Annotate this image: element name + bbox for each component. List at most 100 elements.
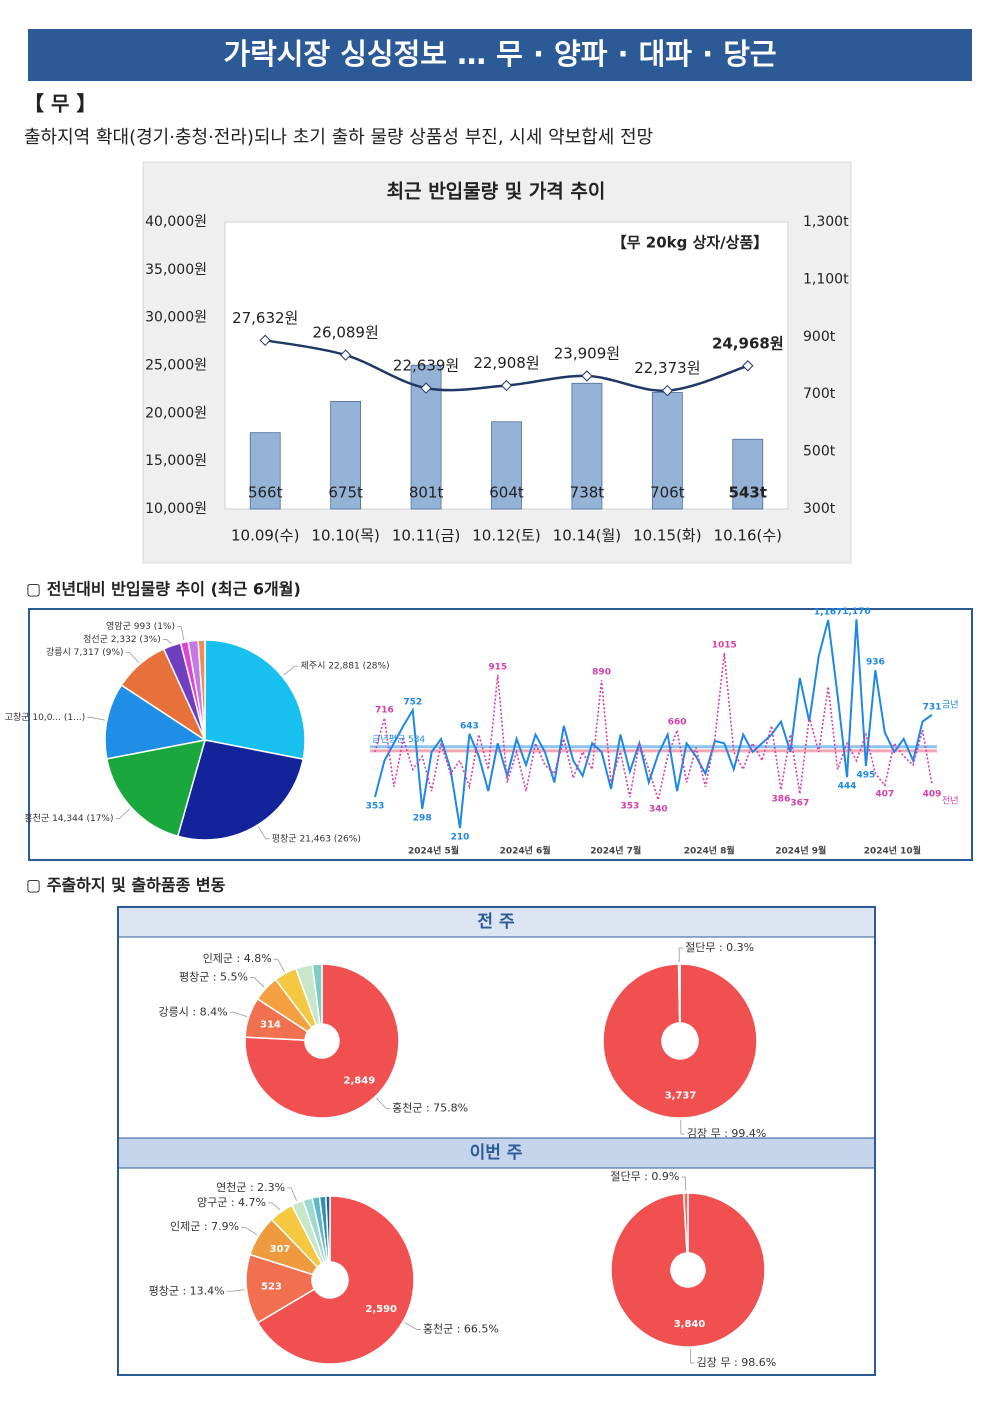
- point-label: 752: [403, 698, 422, 708]
- point-label: 386: [772, 794, 791, 804]
- bar: [571, 382, 603, 510]
- y2-tick-label: 700t: [803, 386, 836, 402]
- leader-line: [681, 1176, 687, 1192]
- slice-label: 평창군 : 5.5%: [179, 971, 248, 984]
- slice-value: 307: [270, 1244, 291, 1255]
- slice-label: 홍천군 14,344 (17%): [24, 812, 113, 824]
- section-title: 【 무 】: [24, 92, 96, 116]
- slice: [324, 1195, 331, 1263]
- x-tick-label: 10.15(화): [633, 527, 701, 545]
- slice: [682, 1192, 689, 1254]
- point-label: 1,170: [842, 607, 870, 617]
- point-label: 353: [620, 801, 639, 811]
- point-label: 936: [866, 658, 885, 668]
- slice: [104, 684, 207, 760]
- price-marker: [661, 384, 674, 397]
- point-label: 1015: [712, 641, 737, 651]
- point-label: 660: [668, 718, 687, 728]
- bar-label: 675t: [328, 484, 363, 502]
- point-label: 1,167: [814, 608, 842, 618]
- leader-line: [229, 1011, 247, 1017]
- leader-line: [678, 947, 684, 963]
- price-label: 23,909원: [554, 344, 620, 362]
- price-marker: [259, 334, 271, 346]
- slice-label: 김장 무 : 98.6%: [697, 1356, 777, 1369]
- slice-label: 강릉시 7,317 (9%): [46, 647, 124, 658]
- slice-label: 인제군 : 7.9%: [170, 1220, 239, 1233]
- header-banner: [28, 29, 972, 81]
- heading: ▢ 전년대비 반입물량 추이 (최근 6개월): [26, 580, 301, 599]
- slice: [105, 739, 207, 838]
- y2-tick-label: 1,100t: [803, 271, 849, 287]
- leader-line: [376, 1097, 391, 1109]
- slice-label: 양구군 : 4.7%: [197, 1196, 266, 1209]
- price-label: 27,632원: [232, 309, 298, 327]
- slice-label: 평창군 21,463 (26%): [272, 833, 361, 844]
- price-label: 26,089원: [312, 324, 378, 342]
- x-tick-label: 10.10(목): [311, 527, 379, 545]
- point-label: 409: [923, 789, 942, 799]
- point-label: 298: [413, 813, 432, 823]
- x-tick-label: 10.16(수): [714, 527, 782, 545]
- slice-value: 3,737: [665, 1091, 697, 1102]
- section-summary: 출하지역 확대(경기·충청·전라)되나 초기 출하 물량 상품성 부진, 시세 …: [24, 127, 653, 148]
- y-tick-label: 30,000원: [145, 310, 207, 326]
- leader-line: [125, 652, 139, 663]
- leader-line: [680, 1119, 685, 1135]
- average-label: 금년평균 584: [372, 734, 425, 745]
- header-title: 가락시장 싱싱정보 … 무 · 양파 · 대파 · 당근: [223, 37, 776, 71]
- slice-value: 2,590: [365, 1304, 397, 1315]
- heading: ▢ 주출하지 및 출하품종 변동: [26, 876, 226, 895]
- slice: [677, 963, 681, 1024]
- series-name: 금년: [942, 699, 959, 710]
- leader-line: [177, 626, 185, 641]
- slice-value: 523: [261, 1282, 282, 1293]
- bar-label: 566t: [248, 484, 283, 502]
- leader-line: [250, 977, 265, 988]
- x-tick-label: 2024년 10월: [864, 845, 921, 857]
- slice-value: 3,840: [674, 1319, 706, 1330]
- chart-annotation: 【무 20kg 상자/상품】: [612, 234, 769, 252]
- point-label: 407: [875, 790, 894, 800]
- table-header-text: 전 주: [477, 912, 515, 932]
- x-tick-label: 2024년 9월: [775, 845, 826, 857]
- price-label: 22,908원: [473, 354, 539, 372]
- slice-label: 연천군 : 2.3%: [216, 1180, 285, 1194]
- x-tick-label: 10.12(토): [472, 527, 540, 545]
- point-label: 340: [649, 804, 668, 814]
- series-line: [374, 652, 933, 803]
- x-tick-label: 10.11(금): [392, 527, 460, 545]
- leader-line: [689, 1348, 695, 1364]
- bar-label: 604t: [489, 484, 524, 502]
- y-tick-label: 40,000원: [145, 214, 207, 230]
- price-label: 22,639원: [393, 357, 459, 375]
- y2-tick-label: 900t: [803, 329, 836, 345]
- slice-label: 영암군 993 (1%): [106, 620, 175, 632]
- slice-label: 제주시 22,881 (28%): [301, 661, 390, 672]
- x-tick-label: 2024년 6월: [500, 845, 551, 857]
- slice-label: 강릉시 : 8.4%: [159, 1005, 228, 1018]
- bar: [330, 400, 362, 510]
- slice: [311, 963, 323, 1025]
- y-tick-label: 15,000원: [145, 453, 207, 469]
- x-tick-label: 2024년 7월: [590, 845, 641, 857]
- table-header: [119, 908, 874, 937]
- x-tick-label: 2024년 8월: [684, 845, 735, 857]
- y-tick-label: 35,000원: [145, 262, 207, 278]
- leader-line: [87, 717, 106, 721]
- slice: [602, 963, 758, 1119]
- slice: [245, 1253, 316, 1324]
- table-header: [119, 1138, 874, 1168]
- price-marker: [339, 349, 352, 361]
- x-tick-label: 2024년 5월: [408, 845, 459, 857]
- bar: [732, 438, 764, 510]
- slice: [244, 963, 400, 1119]
- bar-label: 738t: [570, 484, 605, 502]
- price-marker: [420, 382, 432, 394]
- y2-tick-label: 1,300t: [803, 214, 849, 230]
- bar-label: 706t: [650, 484, 685, 502]
- leader-line: [258, 826, 270, 840]
- leader-line: [162, 639, 172, 644]
- price-label: 22,373원: [634, 359, 700, 377]
